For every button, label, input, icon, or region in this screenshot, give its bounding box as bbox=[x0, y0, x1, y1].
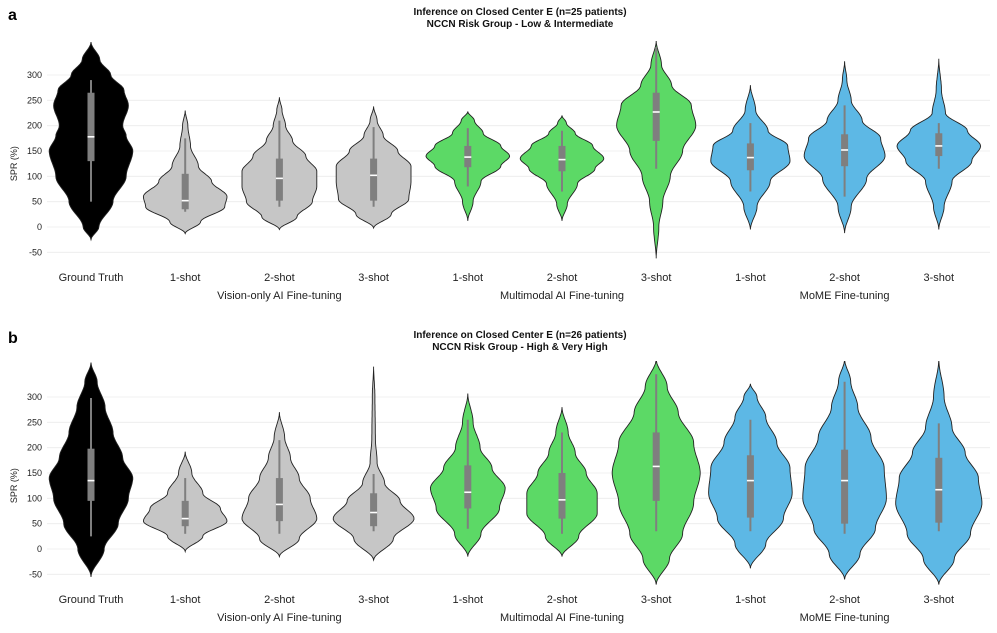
y-tick-label: 300 bbox=[27, 70, 42, 80]
panel-a-subtitle: NCCN Risk Group - Low & Intermediate bbox=[427, 19, 614, 30]
x-tick-label-9: 3-shot bbox=[924, 272, 955, 284]
x-tick-label-7: 1-shot bbox=[735, 272, 766, 284]
x-group-label-1: Vision-only AI Fine-tuning bbox=[217, 290, 342, 302]
x-tick-label-2: 2-shot bbox=[264, 594, 295, 606]
panel-letter-a: a bbox=[8, 7, 17, 24]
y-tick-label: 0 bbox=[37, 222, 42, 232]
violins bbox=[48, 41, 982, 259]
iqr-box-5 bbox=[558, 473, 566, 519]
y-tick-label: 100 bbox=[27, 171, 42, 181]
x-tick-label-3: 3-shot bbox=[358, 594, 389, 606]
y-tick-label: 0 bbox=[37, 544, 42, 554]
y-tick-label: 250 bbox=[27, 417, 42, 427]
panel-b-title: Inference on Closed Center E (n=26 patie… bbox=[413, 330, 626, 341]
y-tick-label: 150 bbox=[27, 146, 42, 156]
iqr-box-7 bbox=[746, 455, 754, 518]
iqr-box-4 bbox=[464, 465, 472, 509]
iqr-box-9 bbox=[935, 133, 943, 157]
panel-b: b Inference on Closed Center E (n=26 pat… bbox=[8, 330, 990, 624]
x-group-label-3: MoME Fine-tuning bbox=[800, 290, 890, 302]
x-group-label-1: Vision-only AI Fine-tuning bbox=[217, 612, 342, 624]
x-tick-label-7: 1-shot bbox=[735, 594, 766, 606]
x-tick-label-5: 2-shot bbox=[547, 272, 578, 284]
x-tick-label-4: 1-shot bbox=[453, 272, 484, 284]
x-tick-label-2: 2-shot bbox=[264, 272, 295, 284]
x-tick-label-6: 3-shot bbox=[641, 594, 672, 606]
x-tick-label-0: Ground Truth bbox=[59, 594, 124, 606]
x-tick-label-1: 1-shot bbox=[170, 594, 201, 606]
x-tick-label-0: Ground Truth bbox=[59, 272, 124, 284]
violin-3 bbox=[332, 366, 415, 562]
iqr-box-2 bbox=[275, 478, 283, 522]
violins bbox=[48, 361, 983, 585]
y-tick-label: 50 bbox=[32, 197, 42, 207]
y-tick-label: 300 bbox=[27, 392, 42, 402]
y-axis-label: SPR (%) bbox=[9, 468, 19, 503]
y-tick-label: 150 bbox=[27, 468, 42, 478]
x-tick-label-5: 2-shot bbox=[547, 594, 578, 606]
panel-a-plot: -50 0 50 100 150 200 250 300 SPR (%) Ground Truth… bbox=[9, 41, 990, 302]
y-tick-label: 250 bbox=[27, 95, 42, 105]
iqr-box-6 bbox=[652, 92, 660, 141]
iqr-box-0 bbox=[87, 92, 95, 162]
y-tick-label: -50 bbox=[29, 569, 42, 579]
x-tick-label-9: 3-shot bbox=[924, 594, 955, 606]
iqr-box-8 bbox=[841, 449, 849, 524]
panel-b-subtitle: NCCN Risk Group - High & Very High bbox=[432, 342, 608, 353]
x-tick-label-1: 1-shot bbox=[170, 272, 201, 284]
iqr-box-3 bbox=[370, 158, 378, 201]
iqr-box-3 bbox=[370, 493, 378, 527]
x-group-label-2: Multimodal AI Fine-tuning bbox=[500, 612, 624, 624]
x-tick-label-3: 3-shot bbox=[358, 272, 389, 284]
panel-a: a Inference on Closed Center E (n=25 pat… bbox=[8, 7, 990, 302]
x-tick-label-8: 2-shot bbox=[829, 272, 860, 284]
y-tick-label: 50 bbox=[32, 519, 42, 529]
x-group-label-2: Multimodal AI Fine-tuning bbox=[500, 290, 624, 302]
y-tick-label: 100 bbox=[27, 493, 42, 503]
iqr-box-1 bbox=[181, 500, 189, 527]
iqr-box-5 bbox=[558, 145, 566, 172]
y-tick-label: 200 bbox=[27, 121, 42, 131]
x-tick-label-6: 3-shot bbox=[641, 272, 672, 284]
x-group-label-3: MoME Fine-tuning bbox=[800, 612, 890, 624]
x-tick-label-4: 1-shot bbox=[453, 594, 484, 606]
iqr-box-0 bbox=[87, 448, 95, 501]
iqr-box-2 bbox=[275, 158, 283, 201]
panel-b-plot: -50 0 50 100 150 200 250 300 SPR (%) Ground Truth… bbox=[9, 361, 990, 624]
panel-letter-b: b bbox=[8, 330, 18, 347]
iqr-box-1 bbox=[181, 173, 189, 210]
y-axis-label: SPR (%) bbox=[9, 146, 19, 181]
y-tick-label: 200 bbox=[27, 443, 42, 453]
y-tick-label: -50 bbox=[29, 247, 42, 257]
x-tick-label-8: 2-shot bbox=[829, 594, 860, 606]
panel-a-title: Inference on Closed Center E (n=25 patie… bbox=[413, 7, 626, 18]
